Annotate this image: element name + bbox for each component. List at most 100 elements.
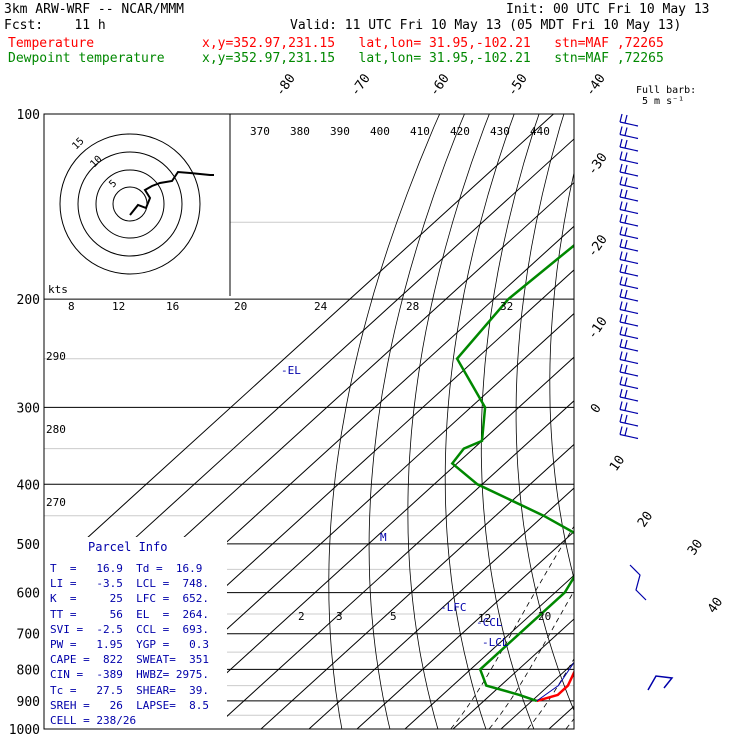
pressure-tick-label: 600 [17,587,40,602]
wind-barb [619,226,639,240]
isotherm-label: -20 [585,232,611,260]
barb-legend-units: 5 m s⁻¹ [642,96,684,107]
pressure-tick-label: 900 [17,695,40,710]
dry-adiabat-line [444,114,515,729]
isotherm-label: -30 [585,150,611,178]
dry-adiabat-line [368,114,465,729]
wind-barb [619,138,639,152]
isotherm-line [631,86,740,740]
isotherm-line [212,400,574,729]
wind-barb [619,113,639,127]
isotherm-label: 10 [607,453,628,474]
moist-adiabat-line [526,658,574,729]
pressure-tick-label: 300 [17,401,40,416]
parcel-path [536,661,574,702]
plot-border [43,113,575,730]
isotherm-label: 0 [588,401,605,416]
hodograph-ring [95,169,165,239]
wind-barb [619,176,639,190]
wind-barb [619,351,639,365]
isotherm-label: -10 [585,314,611,342]
pressure-tick-label: 800 [17,663,40,678]
isotherm-line [583,86,740,740]
isotherm-line [44,114,555,578]
hodograph-unit-label: kts [48,283,68,296]
isotherm-line [164,356,574,729]
parcel-info-row: SVI = -2.5 CCL = 693. [50,622,209,636]
parcel-info-row: CAPE = 822 SWEAT= 351 [50,653,209,667]
valid-time: Valid: 11 UTC Fri 10 May 13 (05 MDT Fri … [290,18,682,33]
parcel-info-row: Tc = 27.5 SHEAR= 39. [50,683,209,697]
parcel-info-title: Parcel Info [88,540,168,554]
theta-label: 430 [490,125,510,138]
parcel-annotation: -LCL [482,636,509,649]
theta-label-low: 280 [46,423,66,436]
dry-adiabat-line [645,86,740,740]
hodograph-speed-label: 20 [234,300,247,313]
hodograph-ring [77,151,183,257]
temperature-location: x,y=352.97,231.15 lat,lon= 31.95,-102.21… [202,36,664,51]
wind-barb [619,301,639,315]
dry-adiabat-line [675,86,740,740]
moist-adiabat-line [488,590,574,729]
wind-barb [619,326,639,340]
theta-label: 410 [410,125,430,138]
wind-barb [619,363,639,377]
dry-adiabat-line [732,86,740,740]
theta-label: 440 [530,125,550,138]
isotherm-label: -50 [505,71,531,99]
dry-adiabat-line [328,114,441,729]
hodograph-speed-label: 12 [112,300,125,313]
theta-label: 420 [450,125,470,138]
wind-barb [647,675,674,691]
parcel-info-row: LI = -3.5 LCL = 748. [50,577,209,591]
dewpoint-legend: Dewpoint temperature [8,51,165,66]
wind-barb [619,426,639,440]
wind-barb [619,188,639,202]
parcel-info-row: T = 16.9 Td = 16.9 [50,562,203,575]
parcel-annotation: M [380,531,387,544]
dry-adiabat-line [515,114,574,712]
forecast-hour: Fcst: 11 h [4,18,106,33]
wind-barb [619,313,639,327]
mixing-ratio-label: 12 [478,612,491,625]
hodograph-ring [59,133,201,275]
pressure-tick-label: 200 [17,293,40,308]
dry-adiabat-line [549,170,574,581]
isotherm-label: -80 [273,71,299,99]
hodograph-speed-label: 8 [68,300,75,313]
isotherm-line [404,574,574,729]
theta-label: 400 [370,125,390,138]
wind-barb [619,201,639,215]
mixing-ratio-label: 20 [538,610,551,623]
pressure-tick-label: 700 [17,628,40,643]
wind-barb [619,413,639,427]
isotherm-label: -60 [427,71,453,99]
isotherm-line [452,618,574,729]
wind-barb [619,401,639,415]
theta-label: 390 [330,125,350,138]
wind-barb [619,151,639,165]
isotherm-label: 20 [635,509,656,530]
theta-label-low: 270 [46,496,66,509]
dry-adiabat-line [480,114,540,729]
wind-barb [619,276,639,290]
wind-barb [619,388,639,402]
wind-barb [619,376,639,390]
hodograph-speed-label: 16 [166,300,179,313]
barb-legend-title: Full barb: [636,85,696,96]
dry-adiabat-line [407,114,490,729]
pressure-tick-label: 500 [17,538,40,553]
mixing-ratio-label: 5 [390,610,397,623]
dewpoint-line [450,243,574,703]
init-time: Init: 00 UTC Fri 10 May 13 [506,2,710,17]
dewpoint-location: x,y=352.97,231.15 lat,lon= 31.95,-102.21… [202,51,664,66]
wind-barb [619,213,639,227]
dry-adiabat-line [614,86,734,740]
theta-label: 370 [250,125,270,138]
parcel-annotation: -CCL [476,616,503,629]
wind-barb [619,288,639,302]
isotherm-label: -40 [583,71,609,99]
parcel-info-row: CELL = 238/26 [50,714,137,727]
